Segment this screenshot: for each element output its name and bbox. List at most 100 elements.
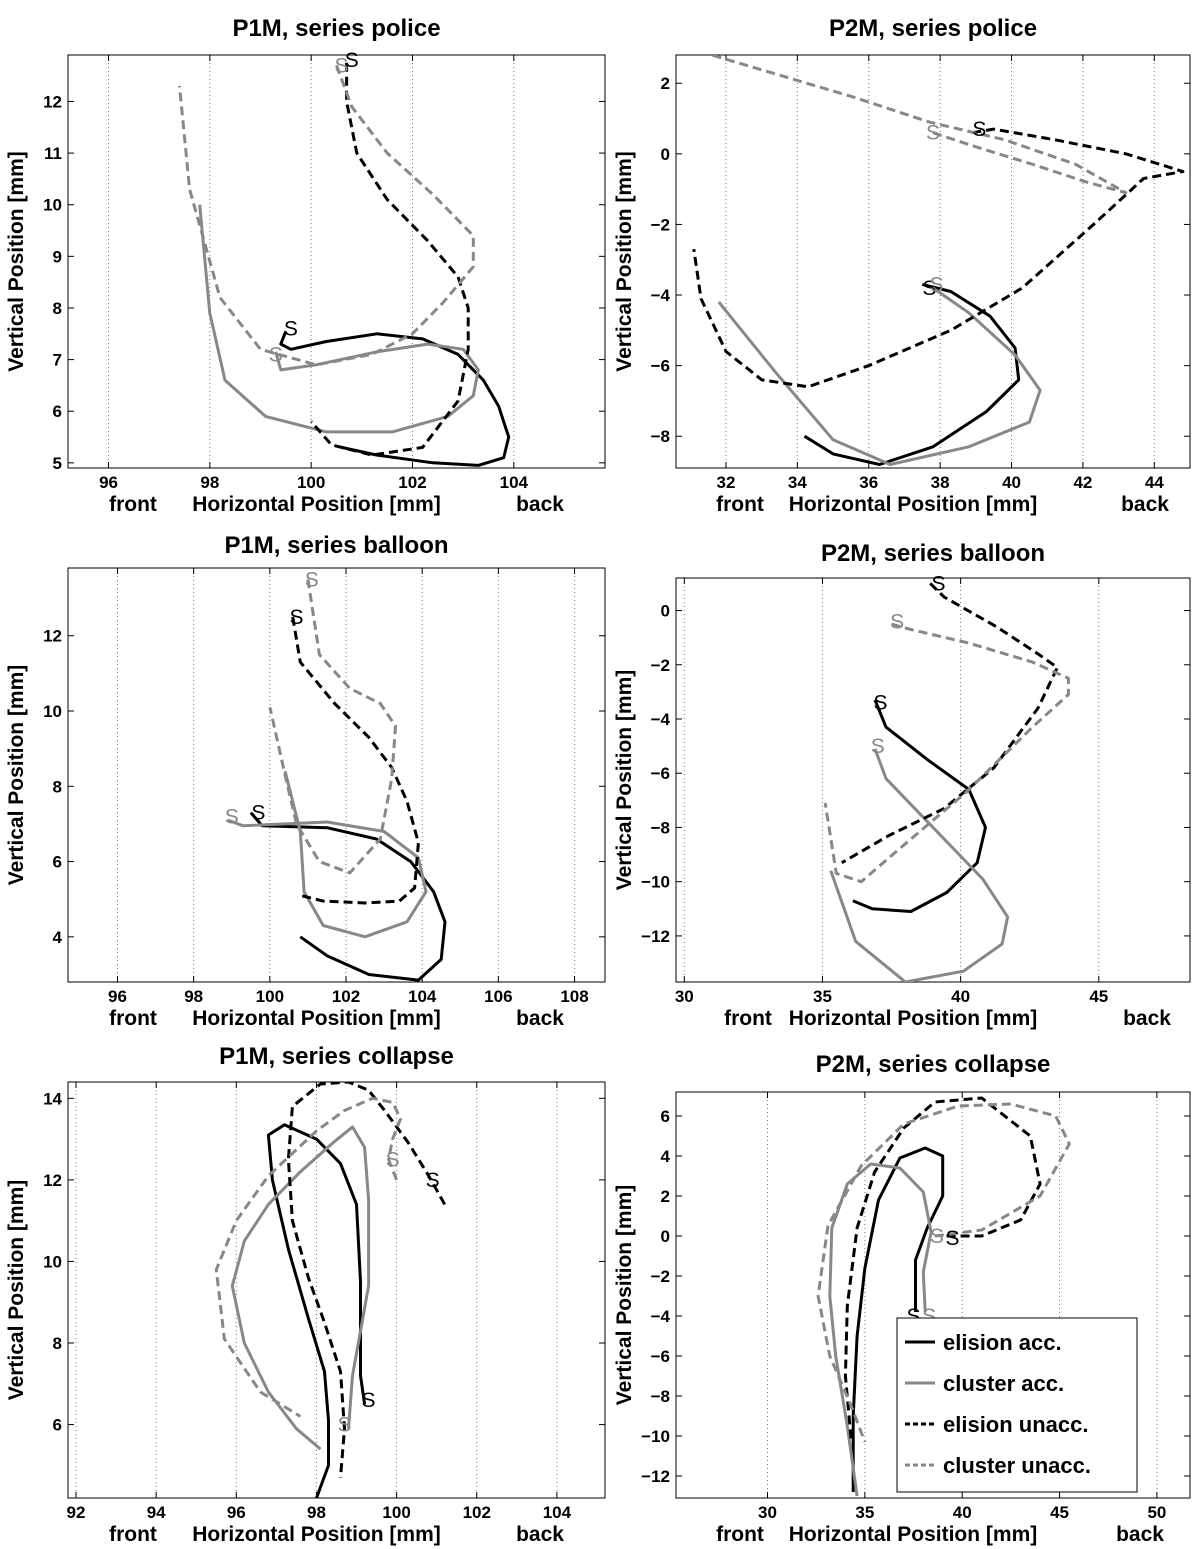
x-tick-label: 45 [1089,987,1108,1006]
start-marker: S [926,122,940,145]
y-tick-label: 0 [661,602,670,621]
series-line-elision-acc [852,699,987,913]
legend-label: cluster unacc. [943,1453,1091,1478]
y-tick-label: 4 [53,928,63,947]
y-tick-label: 10 [43,1252,62,1271]
series-line-cluster-acc [227,770,428,939]
x-tick-label: 98 [184,987,203,1006]
front-label: front [724,1007,772,1030]
start-marker: S [930,273,944,296]
legend-label: elision unacc. [943,1412,1089,1437]
series-line-elision-unacc [841,582,1059,864]
start-marker: S [284,318,298,341]
y-tick-label: 12 [43,92,62,111]
axes-box [67,54,606,469]
x-tick-label: 32 [717,473,736,492]
start-marker: S [871,735,885,758]
series-line-elision-acc [249,811,447,982]
y-axis-label: Vertical Position [mm] [613,151,636,372]
series-group [692,55,1185,466]
start-marker: S [932,572,946,595]
series-line-elision-unacc [291,616,420,905]
y-tick-label: −6 [651,357,670,376]
start-marker: S [890,610,904,633]
y-tick-label: −2 [651,1267,670,1286]
x-tick-label: 106 [484,987,512,1006]
chart-title: P2M, series balloon [821,540,1045,567]
x-tick-label: 96 [227,1503,246,1522]
legend: elision acc. cluster acc. elision unacc. cl… [896,1317,1138,1493]
series-line-cluster-acc [198,204,480,434]
y-tick-label: 10 [43,196,62,215]
series-line-elision-unacc [286,1082,447,1478]
y-axis-label: Vertical Position [mm] [613,670,636,891]
y-axis-label: Vertical Position [mm] [5,665,28,886]
x-axis-label: Horizontal Position [mm] [789,493,1038,516]
x-axis-label: Horizontal Position [mm] [192,493,441,516]
start-marker: S [972,118,986,141]
start-marker: S [873,692,887,715]
series-line-elision-acc [266,1123,367,1498]
y-tick-label: 12 [43,1171,62,1190]
series-line-elision-unacc [310,62,470,457]
x-tick-label: 92 [67,1503,86,1522]
series-line-cluster-acc [230,1125,371,1451]
y-tick-label: 7 [53,351,62,370]
x-tick-label: 50 [1147,1503,1166,1522]
series-line-cluster-unacc [711,55,1128,195]
x-tick-label: 35 [813,987,832,1006]
x-axis-label: Horizontal Position [mm] [192,1007,441,1030]
x-tick-label: 96 [108,987,127,1006]
y-tick-label: 2 [661,74,670,93]
start-marker: S [945,1227,959,1250]
series-group [227,579,447,982]
x-tick-label: 104 [543,1503,572,1522]
start-marker: S [225,805,239,828]
x-tick-label: 30 [758,1503,777,1522]
x-tick-label: 40 [953,1503,972,1522]
x-tick-label: 36 [859,473,878,492]
x-tick-label: 104 [408,987,437,1006]
y-tick-label: 6 [661,1107,670,1126]
y-tick-label: −8 [651,427,670,446]
x-tick-label: 42 [1073,473,1092,492]
series-group [823,582,1070,982]
front-label: front [109,1523,157,1546]
y-tick-label: −10 [641,873,670,892]
x-tick-label: 100 [297,473,325,492]
series-line-cluster-unacc [214,1096,403,1418]
y-tick-label: 6 [53,1416,62,1435]
front-label: front [109,493,157,516]
x-tick-label: 108 [560,987,588,1006]
y-tick-label: −4 [651,710,671,729]
chart-title: P2M, series collapse [816,1051,1051,1078]
y-tick-label: −10 [641,1427,670,1446]
legend-label: cluster acc. [943,1371,1064,1396]
series-group [178,62,511,467]
y-tick-label: −2 [651,215,670,234]
start-marker: S [305,568,319,591]
x-axis-label: Horizontal Position [mm] [789,1523,1038,1546]
y-tick-label: −12 [641,927,670,946]
back-label: back [1116,1523,1164,1546]
back-label: back [516,1523,564,1546]
front-label: front [109,1007,157,1030]
y-tick-label: −4 [651,1307,671,1326]
start-marker: S [335,54,349,77]
series-line-elision-acc [803,282,1021,466]
x-tick-label: 40 [1002,473,1021,492]
y-tick-label: −2 [651,656,670,675]
x-tick-label: 100 [382,1503,410,1522]
y-tick-label: 8 [53,1334,62,1353]
chart-title: P1M, series police [232,15,440,42]
x-tick-label: 102 [398,473,426,492]
back-label: back [516,493,564,516]
y-tick-label: 6 [53,853,62,872]
series-group [214,1082,447,1498]
back-label: back [1121,493,1169,516]
series-line-elision-acc [851,1146,945,1492]
front-label: front [716,493,764,516]
y-tick-label: 10 [43,702,62,721]
